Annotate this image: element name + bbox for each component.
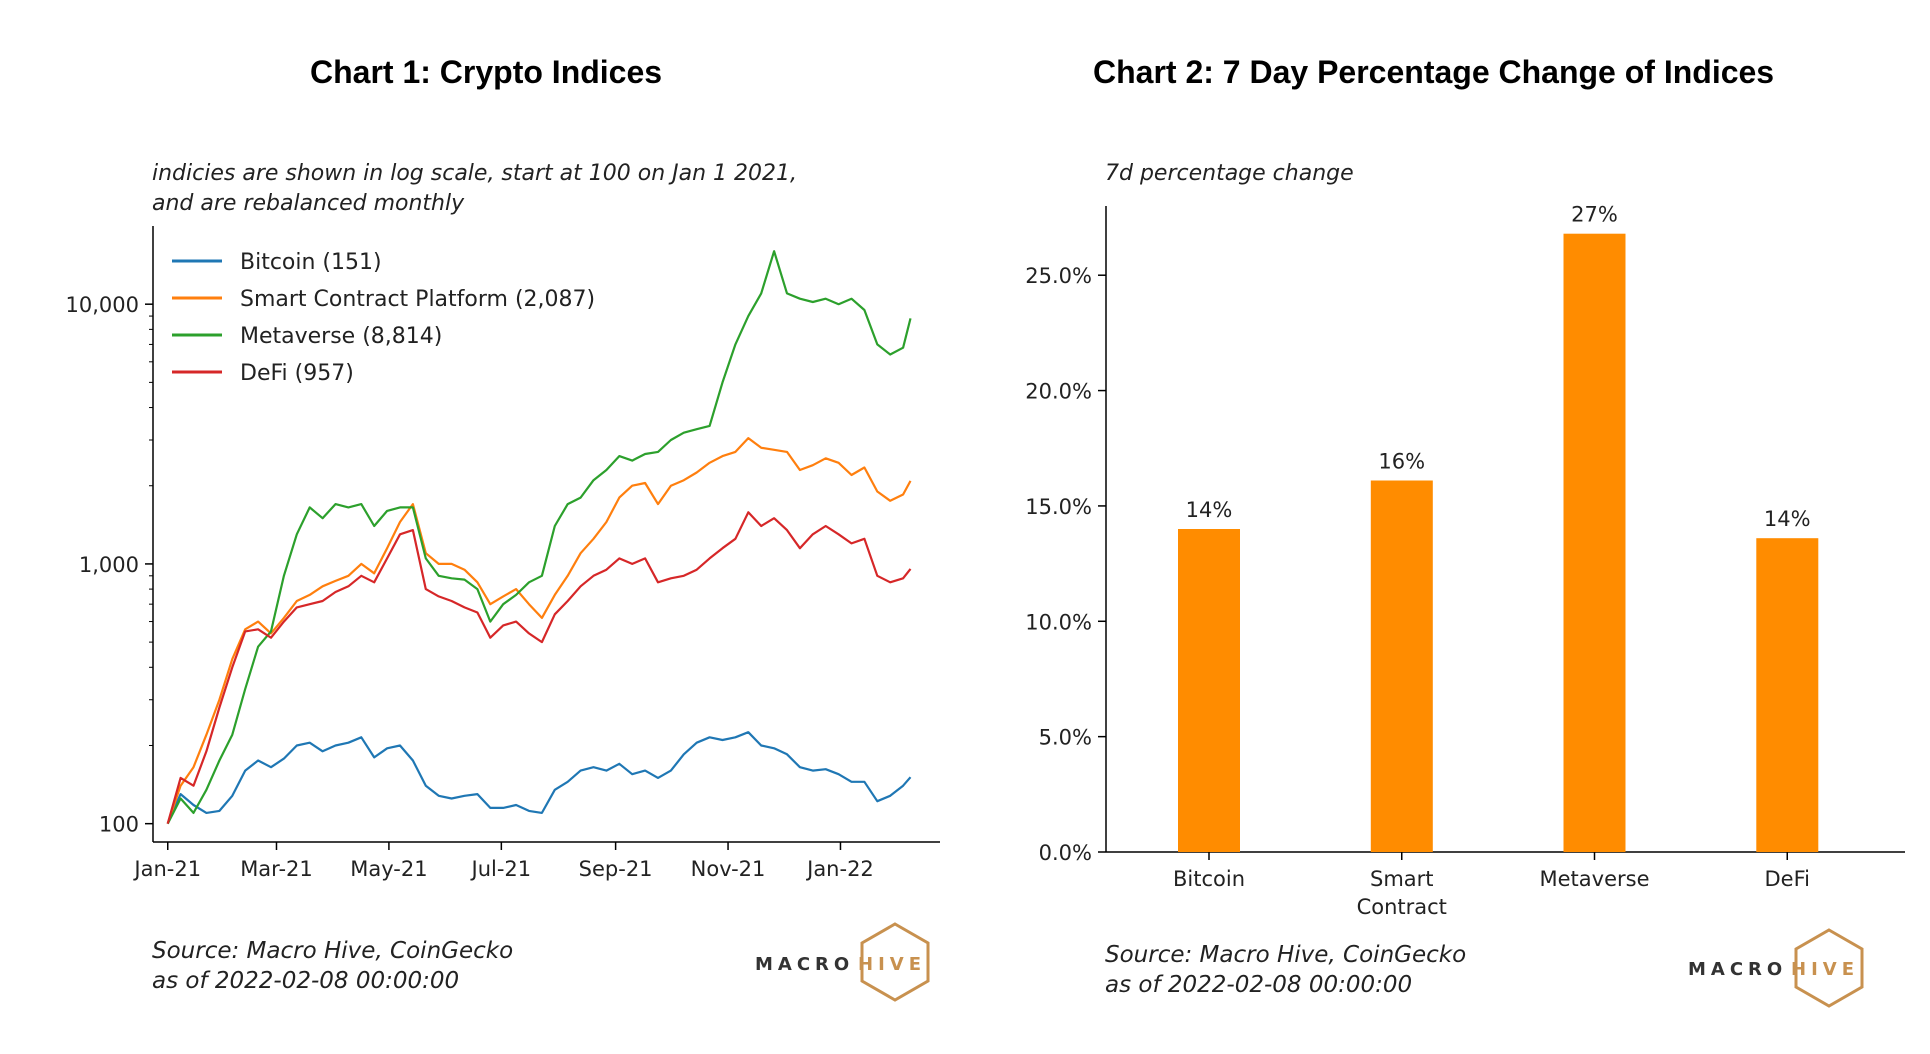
- chart2-y-tick-label: 25.0%: [1025, 264, 1092, 288]
- chart2-category-label: Metaverse: [1540, 867, 1650, 891]
- chart2-y-tick-label: 5.0%: [1039, 726, 1092, 750]
- chart2-subtitle: 7d percentage change: [1105, 161, 1354, 186]
- chart1-y-tick-label: 10,000: [66, 293, 139, 317]
- chart1-x-tick-label: Nov-21: [691, 857, 766, 881]
- macrohive-logo-2: MACRO HIVE: [1688, 928, 1864, 1008]
- chart2-bar: [1563, 233, 1626, 852]
- legend-label: Smart Contract Platform (2,087): [240, 287, 595, 312]
- chart2-bar-value-label: 27%: [1571, 203, 1618, 227]
- hexagon-icon: [1794, 928, 1864, 1008]
- chart1-x-tick-label: Jan-22: [805, 857, 874, 881]
- chart2: 7d percentage change 0.0% 5.0% 10.0% 15.0% 2…: [1025, 161, 1905, 1008]
- chart2-category-label: Bitcoin: [1173, 867, 1245, 891]
- macrohive-logo-1: MACRO HIVE: [755, 922, 930, 1002]
- chart2-y-tick-label: 15.0%: [1025, 495, 1092, 519]
- chart1-series-line-0: [166, 731, 912, 825]
- chart1-x-tick-label: Jul-21: [470, 857, 532, 881]
- chart1-source-line1: Source: Macro Hive, CoinGecko: [152, 938, 513, 964]
- chart1-y-tick-label: 1,000: [79, 553, 139, 577]
- chart1-series-line-2: [166, 250, 912, 825]
- chart1-source-line2: as of 2022-02-08 00:00:00: [152, 968, 459, 994]
- chart2-category-label: DeFi: [1765, 867, 1810, 891]
- logo-text-hive: HIVE: [858, 954, 926, 975]
- logo-text-macro: MACRO: [1688, 959, 1787, 980]
- chart1-legend: Bitcoin (151) Smart Contract Platform (2,…: [172, 250, 595, 386]
- chart2-title: Chart 2: 7 Day Percentage Change of Indi…: [1093, 54, 1775, 90]
- chart1-series-line-1: [166, 437, 912, 825]
- logo-text-hive: HIVE: [1791, 959, 1859, 980]
- legend-label: Metaverse (8,814): [240, 324, 442, 349]
- chart2-bar-value-label: 14%: [1764, 507, 1811, 531]
- chart2-source-line2: as of 2022-02-08 00:00:00: [1105, 972, 1412, 998]
- legend-label: DeFi (957): [240, 361, 354, 386]
- chart2-bar: [1756, 538, 1819, 852]
- chart2-y-tick-label: 10.0%: [1025, 610, 1092, 634]
- legend-label: Bitcoin (151): [240, 250, 382, 275]
- chart2-source-line1: Source: Macro Hive, CoinGecko: [1105, 942, 1466, 968]
- chart1-y-tick-label: 100: [99, 813, 139, 837]
- chart2-bar: [1178, 529, 1240, 852]
- chart1-x-tick-label: Mar-21: [240, 857, 313, 881]
- chart2-bar: [1370, 480, 1433, 852]
- chart1: indicies are shown in log scale, start a…: [66, 161, 940, 1002]
- chart2-y-tick-label: 20.0%: [1025, 380, 1092, 404]
- chart1-x-tick-label: Jan-21: [132, 857, 201, 881]
- chart2-y-tick-label: 0.0%: [1039, 841, 1092, 865]
- chart1-x-tick-label: Sep-21: [579, 857, 653, 881]
- chart2-category-label: Contract: [1357, 895, 1447, 919]
- chart2-bar-value-label: 14%: [1186, 498, 1233, 522]
- chart1-series-line-3: [166, 511, 912, 824]
- chart1-x-tick-label: May-21: [350, 857, 427, 881]
- logo-text-macro: MACRO: [755, 954, 854, 975]
- chart1-subtitle-line1: indicies are shown in log scale, start a…: [152, 161, 797, 186]
- chart2-category-label: Smart: [1370, 867, 1434, 891]
- chart1-title: Chart 1: Crypto Indices: [310, 54, 663, 90]
- chart2-bar-value-label: 16%: [1378, 450, 1425, 474]
- chart1-subtitle-line2: and are rebalanced monthly: [152, 191, 465, 216]
- hexagon-icon: [860, 922, 930, 1002]
